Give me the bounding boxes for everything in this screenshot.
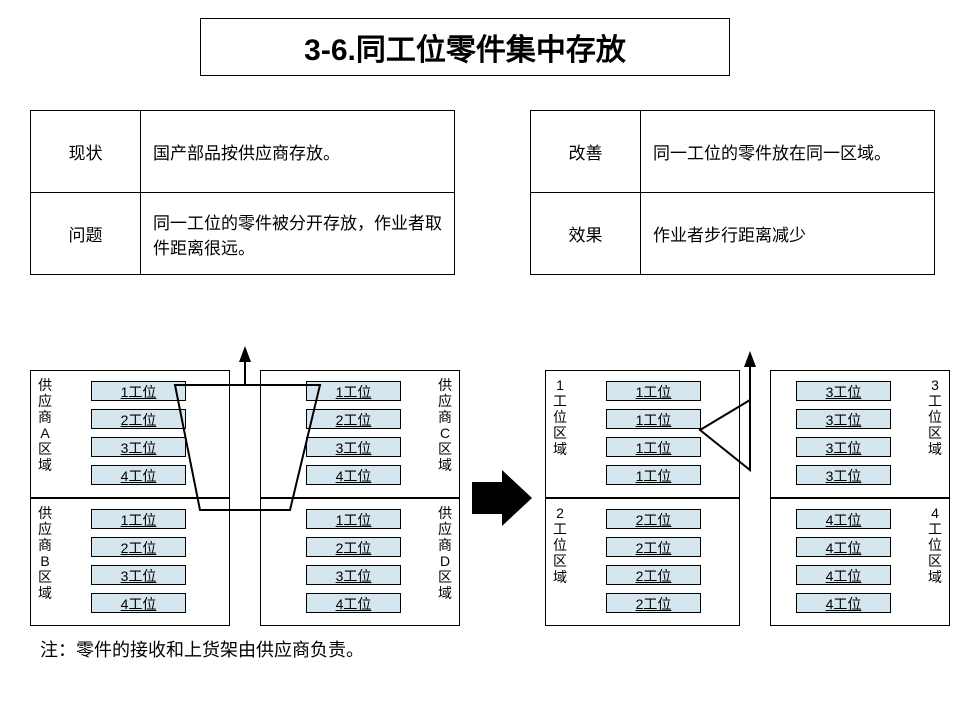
- workstation-slot: 4工位: [306, 593, 401, 613]
- workstation-slot: 2工位: [306, 409, 401, 429]
- workstation-slot: 1工位: [91, 381, 186, 401]
- workstation-slot: 3工位: [306, 437, 401, 457]
- workstation-slot: 4工位: [796, 565, 891, 585]
- after-zone-3: 3工位区域 3工位 3工位 3工位 3工位: [770, 370, 950, 498]
- cell-label: 效果: [531, 193, 641, 275]
- cell-text: 国产部品按供应商存放。: [141, 111, 455, 193]
- workstation-slot: 4工位: [796, 593, 891, 613]
- status-table-right: 改善 同一工位的零件放在同一区域。 效果 作业者步行距离减少: [530, 110, 935, 275]
- workstation-slot: 2工位: [606, 565, 701, 585]
- zone-label: 3工位区域: [927, 377, 943, 457]
- workstation-slot: 3工位: [91, 437, 186, 457]
- workstation-slot: 4工位: [91, 465, 186, 485]
- workstation-slot: 3工位: [796, 465, 891, 485]
- title-text: 3-6.同工位零件集中存放: [304, 25, 626, 69]
- zone-label: 2工位区域: [552, 505, 568, 585]
- slide-title: 3-6.同工位零件集中存放: [200, 18, 730, 76]
- workstation-slot: 3工位: [91, 565, 186, 585]
- before-zone-B: 供应商B区域 1工位 2工位 3工位 4工位: [30, 498, 230, 626]
- workstation-slot: 1工位: [306, 509, 401, 529]
- workstation-slot: 3工位: [796, 437, 891, 457]
- workstation-slot: 2工位: [606, 537, 701, 557]
- workstation-slot: 4工位: [306, 465, 401, 485]
- cell-text: 同一工位的零件放在同一区域。: [641, 111, 935, 193]
- workstation-slot: 3工位: [796, 409, 891, 429]
- workstation-slot: 1工位: [306, 381, 401, 401]
- after-zone-4: 4工位区域 4工位 4工位 4工位 4工位: [770, 498, 950, 626]
- before-zone-D: 供应商D区域 1工位 2工位 3工位 4工位: [260, 498, 460, 626]
- footnote-text: 注：零件的接收和上货架由供应商负责。: [40, 636, 364, 662]
- workstation-slot: 2工位: [606, 509, 701, 529]
- zone-label: 4工位区域: [927, 505, 943, 585]
- workstation-slot: 4工位: [796, 537, 891, 557]
- workstation-slot: 2工位: [606, 593, 701, 613]
- workstation-slot: 2工位: [91, 537, 186, 557]
- cell-label: 改善: [531, 111, 641, 193]
- zone-label: 供应商D区域: [437, 505, 453, 602]
- status-table-left: 现状 国产部品按供应商存放。 问题 同一工位的零件被分开存放，作业者取件距离很远…: [30, 110, 455, 275]
- after-zone-1: 1工位区域 1工位 1工位 1工位 1工位: [545, 370, 740, 498]
- cell-label: 问题: [31, 193, 141, 275]
- workstation-slot: 1工位: [91, 509, 186, 529]
- cell-label: 现状: [31, 111, 141, 193]
- before-zone-A: 供应商A区域 1工位 2工位 3工位 4工位: [30, 370, 230, 498]
- zone-label: 供应商B区域: [37, 505, 53, 602]
- workstation-slot: 4工位: [796, 509, 891, 529]
- workstation-slot: 1工位: [606, 381, 701, 401]
- zone-label: 供应商C区域: [437, 377, 453, 474]
- workstation-slot: 1工位: [606, 437, 701, 457]
- workstation-slot: 1工位: [606, 465, 701, 485]
- workstation-slot: 3工位: [796, 381, 891, 401]
- cell-text: 同一工位的零件被分开存放，作业者取件距离很远。: [141, 193, 455, 275]
- zone-label: 供应商A区域: [37, 377, 53, 474]
- cell-text: 作业者步行距离减少: [641, 193, 935, 275]
- workstation-slot: 1工位: [606, 409, 701, 429]
- workstation-slot: 4工位: [91, 593, 186, 613]
- zone-label: 1工位区域: [552, 377, 568, 457]
- before-zone-C: 供应商C区域 1工位 2工位 3工位 4工位: [260, 370, 460, 498]
- workstation-slot: 3工位: [306, 565, 401, 585]
- workstation-slot: 2工位: [91, 409, 186, 429]
- after-zone-2: 2工位区域 2工位 2工位 2工位 2工位: [545, 498, 740, 626]
- transition-arrow-icon: [472, 470, 532, 526]
- workstation-slot: 2工位: [306, 537, 401, 557]
